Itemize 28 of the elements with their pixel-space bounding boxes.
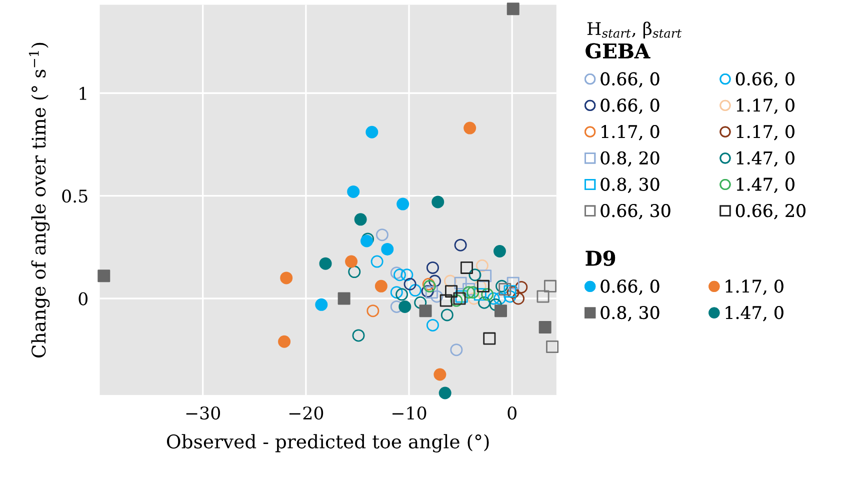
legend-label: 0.66, 0 <box>600 72 660 88</box>
y-tick-label: 0.5 <box>62 190 88 203</box>
y-tick-label: 1 <box>80 86 86 100</box>
legend-label: 1.17, 0 <box>736 124 794 140</box>
legend-label: 1.47, 0 <box>726 306 784 322</box>
x-tick-label: −10 <box>392 406 426 420</box>
text: D9 <box>586 250 616 266</box>
x-tick-label: −30 <box>186 406 220 420</box>
legend-title: H$_{start}$, β$_{start}$ <box>587 22 682 38</box>
legend-label: 0.66, 20 <box>736 204 806 220</box>
x-tick-label: −20 <box>289 406 324 420</box>
x-axis-title: Observed - predicted toe angle (°) <box>166 434 489 452</box>
y-axis-title: Change of angle over time (° s$^{−1}$) <box>28 42 50 358</box>
legend-label: 1.17, 0 <box>602 124 660 140</box>
legend-label: 0.66, 0 <box>600 280 660 295</box>
legend-label: 1.47, 0 <box>736 151 794 167</box>
y-tick-label: 0 <box>78 292 88 306</box>
text: GEBA <box>586 43 650 59</box>
legend-label: 1.47, 0 <box>736 178 794 193</box>
legend-label: 0.66, 30 <box>600 204 670 220</box>
legend-label: 0.8, 30 <box>600 306 660 322</box>
legend-label: 1.17, 0 <box>736 98 794 114</box>
legend-label: 0.8, 20 <box>600 151 660 167</box>
legend-label: 0.66, 0 <box>736 72 794 88</box>
x-tick-label: 0 <box>508 406 516 420</box>
legend-label: 1.17, 0 <box>726 280 784 295</box>
legend-label: 0.8, 30 <box>600 178 660 193</box>
legend-label: 0.66, 0 <box>600 98 660 114</box>
